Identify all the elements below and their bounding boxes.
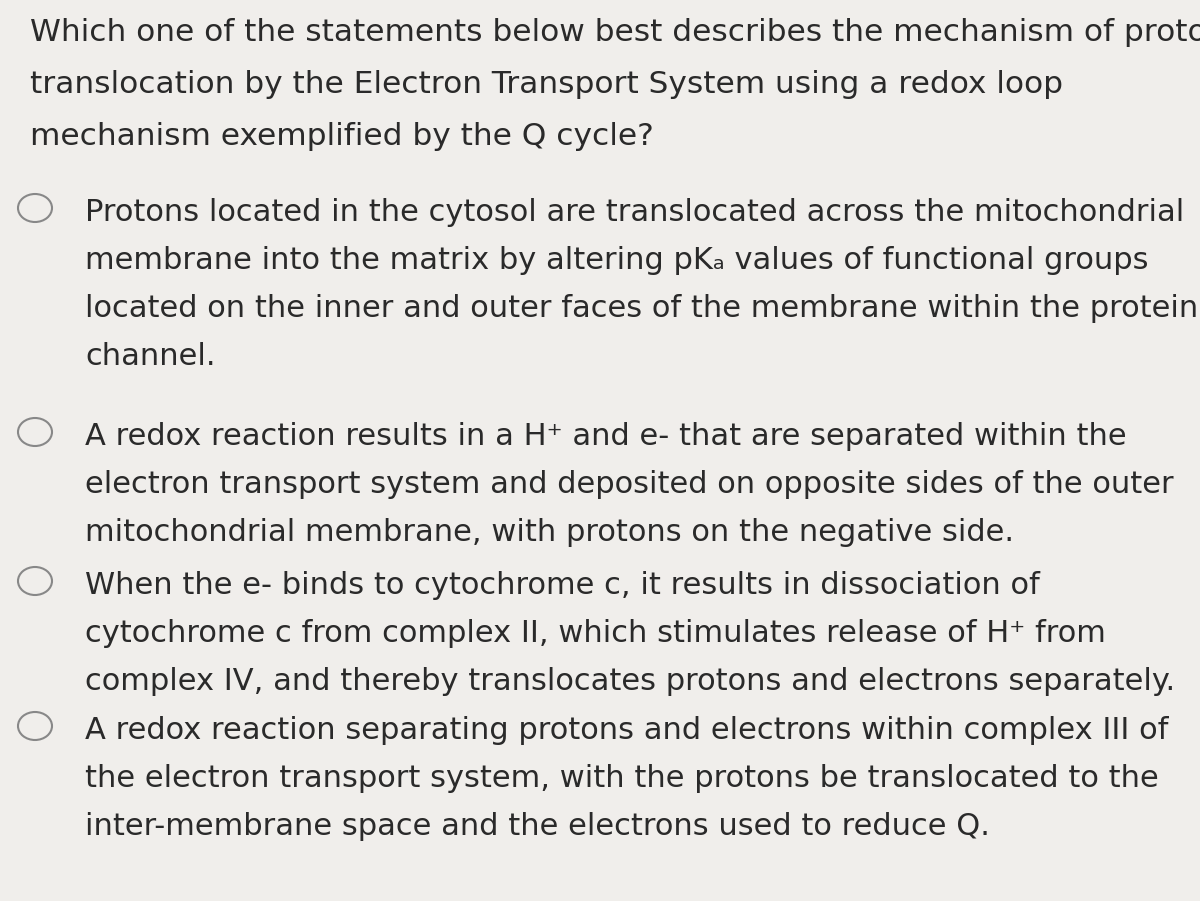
Text: When the e- binds to cytochrome c, it results in dissociation of: When the e- binds to cytochrome c, it re…	[85, 571, 1039, 600]
Text: electron transport system and deposited on opposite sides of the outer: electron transport system and deposited …	[85, 470, 1174, 499]
Text: Protons located in the cytosol are translocated across the mitochondrial: Protons located in the cytosol are trans…	[85, 198, 1184, 227]
Text: channel.: channel.	[85, 342, 216, 371]
Text: located on the inner and outer faces of the membrane within the protein: located on the inner and outer faces of …	[85, 294, 1199, 323]
Ellipse shape	[18, 194, 52, 222]
Text: translocation by the Electron Transport System using a redox loop: translocation by the Electron Transport …	[30, 70, 1063, 99]
Text: membrane into the matrix by altering pKₐ values of functional groups: membrane into the matrix by altering pKₐ…	[85, 246, 1148, 275]
Ellipse shape	[18, 712, 52, 740]
Text: mechanism exemplified by the Q cycle?: mechanism exemplified by the Q cycle?	[30, 122, 654, 151]
Text: inter-membrane space and the electrons used to reduce Q.: inter-membrane space and the electrons u…	[85, 812, 990, 841]
Text: Which one of the statements below best describes the mechanism of proton: Which one of the statements below best d…	[30, 18, 1200, 47]
Ellipse shape	[18, 567, 52, 595]
Text: A redox reaction separating protons and electrons within complex III of: A redox reaction separating protons and …	[85, 716, 1169, 745]
Text: mitochondrial membrane, with protons on the negative side.: mitochondrial membrane, with protons on …	[85, 518, 1014, 547]
Text: cytochrome c from complex II, which stimulates release of H⁺ from: cytochrome c from complex II, which stim…	[85, 619, 1106, 648]
Text: A redox reaction results in a H⁺ and e- that are separated within the: A redox reaction results in a H⁺ and e- …	[85, 422, 1127, 451]
Ellipse shape	[18, 418, 52, 446]
Text: complex IV, and thereby translocates protons and electrons separately.: complex IV, and thereby translocates pro…	[85, 667, 1175, 696]
Text: the electron transport system, with the protons be translocated to the: the electron transport system, with the …	[85, 764, 1159, 793]
